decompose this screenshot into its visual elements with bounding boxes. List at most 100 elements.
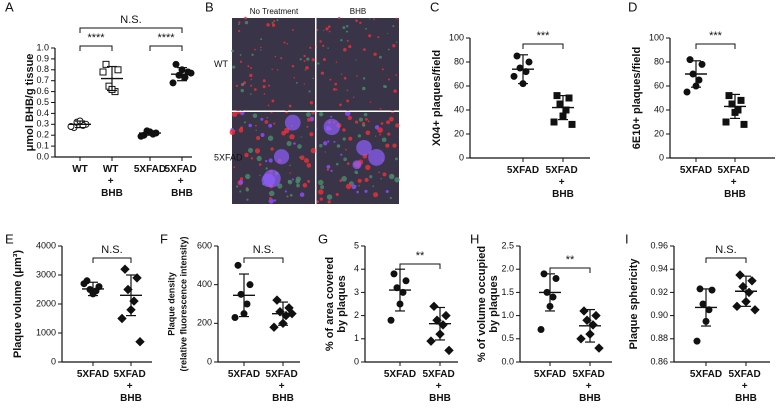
plaque (368, 148, 385, 166)
micrograph-dot (342, 137, 346, 141)
micrograph-dot (339, 103, 342, 107)
error-bar (741, 275, 751, 307)
micrograph-dot (322, 44, 325, 48)
x-tick-label: 5XFAD (690, 369, 722, 380)
micrograph-dot (312, 77, 315, 80)
micrograph-dot (247, 65, 250, 68)
y-tick-label: 0 (459, 152, 464, 162)
micrograph-dot (375, 135, 377, 137)
micrograph-dot (354, 120, 359, 124)
y-tick-label: 600 (197, 240, 212, 250)
data-point (284, 303, 294, 313)
y-tick-label: 4 (354, 264, 359, 274)
significance-label: N.S. (120, 14, 141, 26)
micrograph-dot (270, 147, 274, 151)
y-axis-label: 6E10+ plaques/field (631, 47, 643, 149)
y-tick-label: 0 (659, 152, 664, 162)
micrograph-dot (389, 196, 392, 200)
micrograph-dot (326, 168, 330, 171)
micrograph-dot (338, 16, 341, 20)
micrograph-dot (293, 76, 295, 79)
y-axis-label: X04+ plaques/field (431, 50, 443, 146)
micrograph-dot (303, 60, 306, 62)
micrograph-dot (343, 47, 347, 52)
data-point (402, 277, 410, 285)
micrograph-dot (271, 68, 273, 71)
micrograph-dot (273, 20, 276, 23)
panel-letter: E (5, 231, 14, 246)
micrograph-dot (258, 163, 262, 166)
y-tick-label: 3 (354, 287, 359, 297)
y-tick-label: 80 (454, 56, 464, 66)
micrograph-dot (276, 69, 279, 71)
y-tick-label: 0.6 (36, 86, 49, 96)
micrograph-dot (365, 130, 371, 136)
x-tick-label: 5XFAD (77, 369, 109, 380)
data-point (132, 273, 142, 283)
micrograph-dot (304, 158, 309, 164)
significance-label: N.S. (715, 244, 736, 256)
micrograph-dot (335, 162, 339, 166)
micrograph-dot (340, 73, 343, 75)
data-point (135, 336, 145, 347)
data-point (568, 120, 576, 128)
micrograph-dot (355, 59, 357, 61)
data-point (137, 132, 145, 140)
y-tick-label: 100 (449, 32, 464, 42)
error-bar (278, 301, 288, 326)
micrograph-dot (327, 200, 331, 204)
micrograph-dot (319, 40, 322, 43)
plaque (261, 173, 276, 187)
micrograph-dot (303, 83, 306, 85)
micrograph-dot (333, 87, 336, 91)
x-tick-label: 5XFAD + BHB (572, 369, 607, 404)
panel-letter: A (5, 0, 14, 14)
y-tick-label: 1.0 (501, 310, 514, 320)
data-point (246, 281, 254, 289)
significance-bracket (79, 27, 183, 33)
micrograph-dot (372, 185, 375, 188)
y-tick-label: 20 (454, 128, 464, 138)
column-label: No Treatment (250, 7, 299, 16)
micrograph-dot (358, 185, 360, 187)
data-point (708, 286, 716, 294)
micrograph-dot (303, 54, 306, 58)
micrograph-dot (255, 129, 257, 131)
micrograph-dot (369, 18, 371, 20)
significance-label: ** (416, 250, 425, 262)
y-tick-label: 0.0 (501, 356, 514, 366)
micrograph-dot (260, 117, 264, 121)
micrograph-dot (382, 172, 387, 177)
data-point (740, 120, 748, 128)
data-point (234, 261, 242, 269)
micrograph-dot (326, 164, 331, 169)
significance-bracket (399, 263, 441, 269)
error-bar (145, 130, 155, 136)
y-tick-label: 2.5 (501, 240, 514, 250)
data-point (556, 100, 564, 108)
y-tick-label: 2.0 (501, 264, 514, 274)
significance-label: **** (87, 32, 105, 44)
micrograph-dot (324, 151, 326, 153)
data-point (120, 264, 130, 274)
data-point (237, 290, 245, 298)
micrograph-dot (251, 53, 254, 56)
micrograph-dot (345, 30, 349, 33)
micrograph-dot (379, 55, 382, 59)
micrograph-dot (273, 199, 277, 202)
data-point (269, 322, 279, 332)
x-tick-label: 5XFAD + BHB (422, 369, 457, 404)
micrograph-dot (271, 21, 274, 24)
micrograph-dot (345, 148, 347, 151)
x-tick-label: 5XFAD + BHB (164, 164, 199, 199)
micrograph-dot (335, 192, 339, 197)
error-bar (518, 54, 528, 85)
row-label: WT (214, 59, 228, 69)
micrograph-dot (363, 48, 366, 51)
data-point (181, 73, 189, 81)
y-tick-label: 0.3 (36, 119, 49, 129)
micrograph-dot (268, 158, 273, 163)
micrograph-dot (392, 44, 396, 48)
micrograph-dot (368, 34, 372, 38)
x-tick-label: WT (72, 164, 88, 175)
